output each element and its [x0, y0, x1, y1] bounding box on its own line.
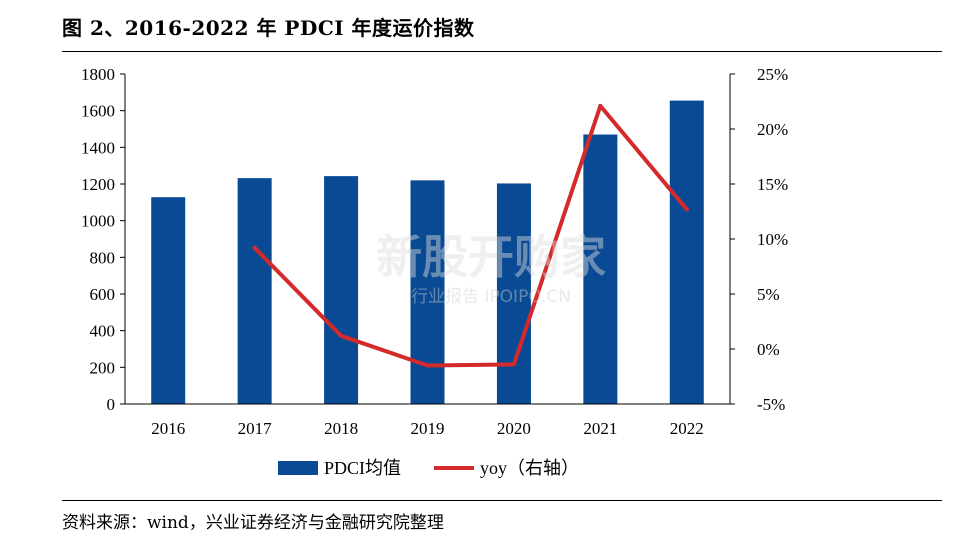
figure-title: 图 2、2016-2022 年 PDCI 年度运价指数	[62, 16, 475, 40]
yoy-point-2019	[425, 363, 430, 368]
bar-2016	[151, 197, 186, 404]
left-tick-label: 1200	[81, 175, 115, 194]
left-tick-label: 400	[90, 322, 116, 341]
legend-swatch-bar	[278, 461, 318, 475]
watermark: 新股开购家 行业报告 IPOIPO.CN	[376, 232, 606, 307]
yoy-point-2020	[511, 362, 516, 367]
yoy-point-2018	[339, 333, 344, 338]
right-tick-label: 25%	[757, 65, 788, 84]
right-tick-label: 0%	[757, 340, 780, 359]
bar-2017	[237, 178, 272, 404]
x-tick-label: 2018	[324, 419, 358, 438]
bar-2022	[669, 100, 704, 404]
right-tick-label: 20%	[757, 120, 788, 139]
left-tick-label: 1600	[81, 102, 115, 121]
bar-2021	[583, 134, 618, 404]
right-tick-label: 15%	[757, 175, 788, 194]
x-tick-label: 2020	[497, 419, 531, 438]
bar-2020	[496, 183, 531, 404]
left-tick-label: 200	[90, 358, 116, 377]
right-tick-label: 10%	[757, 230, 788, 249]
left-tick-label: 1000	[81, 212, 115, 231]
x-tick-label: 2016	[151, 419, 185, 438]
left-tick-label: 1400	[81, 138, 115, 157]
yoy-point-2022	[684, 207, 689, 212]
x-tick-label: 2019	[411, 419, 445, 438]
x-tick-label: 2022	[670, 419, 704, 438]
legend-label-bar: PDCI均值	[324, 458, 401, 478]
yoy-line	[252, 103, 689, 368]
source-note: 资料来源：wind，兴业证券经济与金融研究院整理	[62, 513, 444, 533]
right-tick-label: -5%	[757, 395, 785, 414]
left-tick-label: 1800	[81, 65, 115, 84]
left-tick-label: 0	[107, 395, 116, 414]
x-tick-label: 2017	[238, 419, 273, 438]
yoy-point-2021	[598, 103, 603, 108]
top-rule	[62, 51, 942, 52]
x-tick-label: 2021	[583, 419, 617, 438]
bottom-rule	[62, 500, 942, 501]
right-tick-label: 5%	[757, 285, 780, 304]
left-tick-label: 600	[90, 285, 116, 304]
yoy-point-2017	[252, 245, 257, 250]
watermark-sub: 行业报告 IPOIPO.CN	[411, 287, 571, 307]
watermark-main: 新股开购家	[376, 230, 606, 284]
bar-2018	[324, 176, 359, 404]
legend-label-line: yoy（右轴）	[480, 458, 579, 478]
left-tick-label: 800	[90, 248, 116, 267]
